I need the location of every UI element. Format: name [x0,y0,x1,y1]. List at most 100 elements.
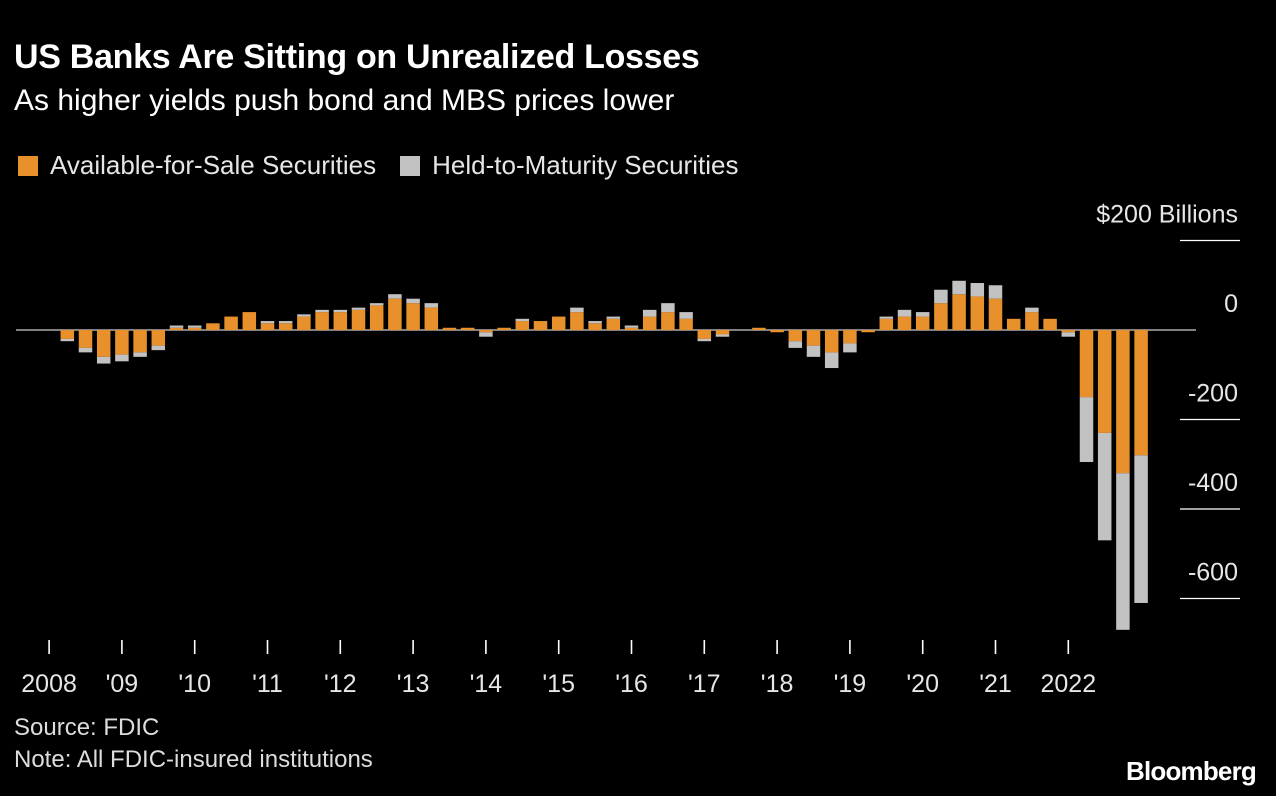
bar-afs [133,330,147,353]
bar-htm [1079,397,1094,463]
bar-htm [952,280,966,295]
legend: Available-for-Sale Securities Held-to-Ma… [18,150,762,181]
bar-htm [843,343,857,353]
bar-afs [369,305,384,330]
institutions-note: Note: All FDIC-insured institutions [14,746,373,773]
bar-afs [424,307,439,331]
bar-htm [1061,332,1076,337]
x-tick-label: '15 [542,670,575,698]
bar-htm [278,321,293,324]
bar-afs [515,321,530,330]
bar-afs [151,330,166,346]
source-note: Source: FDIC [14,714,160,741]
legend-label-afs: Available-for-Sale Securities [50,150,377,180]
bar-htm [406,298,420,304]
bar-afs [479,330,493,333]
bar-afs [1116,330,1130,474]
x-tick-label: '11 [252,670,283,698]
bar-afs [1061,330,1076,333]
bar-htm [570,307,584,313]
bar-afs [788,330,803,342]
bar-htm [151,345,166,351]
x-tick-label: '10 [178,670,211,698]
bar-afs [861,330,875,333]
bar-afs [934,303,948,330]
bar-afs [115,330,129,355]
bar-afs [1025,312,1039,330]
bar-htm [915,312,930,317]
bar-htm [806,345,821,357]
bar-afs [679,318,693,330]
y-tick-label: -400 [1188,469,1238,497]
x-tick-label: '09 [106,670,139,698]
bar-htm [333,309,348,313]
bar-htm [588,321,602,324]
bar-afs [752,327,766,330]
bar-afs [570,312,584,330]
bar-afs [278,323,293,330]
bar-htm [824,352,839,369]
bar-htm [988,285,1003,299]
x-tick-label: '13 [397,670,430,698]
bar-afs [351,309,366,330]
bar-afs [697,330,712,339]
bar-htm [187,325,202,328]
x-tick-label: '19 [834,670,867,698]
bar-htm [1097,432,1112,541]
footer-notes: Source: FDIC Note: All FDIC-insured inst… [14,712,373,776]
bar-htm [679,312,693,319]
bar-afs [879,318,894,330]
bar-afs [606,318,621,330]
bar-afs [1006,318,1021,330]
x-tick-label: '12 [324,670,357,698]
y-tick-label: 0 [1224,290,1238,318]
bar-htm [515,318,530,322]
bar-afs [824,330,839,353]
bar-htm [96,356,111,364]
bar-afs [533,321,548,330]
bloomberg-logo: Bloomberg [1125,756,1257,786]
bar-afs [442,327,457,330]
bar-afs [242,312,257,330]
bar-htm [297,314,311,317]
bar-htm [879,316,894,319]
bar-htm [1134,455,1148,603]
bar-htm [133,352,147,357]
bar-htm [934,289,948,304]
bar-htm [60,338,75,342]
bar-afs [897,316,912,330]
bar-afs [406,303,420,330]
bar-htm [1025,307,1039,313]
bar-htm [115,354,129,362]
bar-htm [369,303,384,306]
bar-afs [1043,318,1057,330]
bar-afs [1097,330,1112,433]
x-tick-label: 2008 [21,670,77,698]
x-tick-label: '17 [688,670,721,698]
bar-htm [1116,473,1130,630]
bar-htm [715,334,730,337]
x-tick-label: 2022 [1040,670,1096,698]
bar-afs [260,323,275,330]
bar-afs [96,330,111,357]
bar-afs [315,312,329,330]
bar-afs [715,330,730,335]
bar-htm [897,309,912,317]
bar-afs [661,312,675,330]
bar-afs [806,330,821,346]
bar-afs [988,298,1003,330]
bar-afs [1134,330,1148,456]
bar-afs [60,330,75,339]
bar-afs [770,330,784,333]
bar-htm [479,332,493,337]
bar-htm [260,321,275,324]
bar-htm [424,303,439,308]
bar-afs [224,316,238,330]
chart-subtitle: As higher yields push bond and MBS price… [14,84,675,117]
bar-afs [169,327,184,330]
bar-afs [642,316,657,330]
bar-afs [460,327,475,330]
bar-afs [843,330,857,344]
bar-afs [551,316,566,330]
bar-afs [297,316,311,330]
